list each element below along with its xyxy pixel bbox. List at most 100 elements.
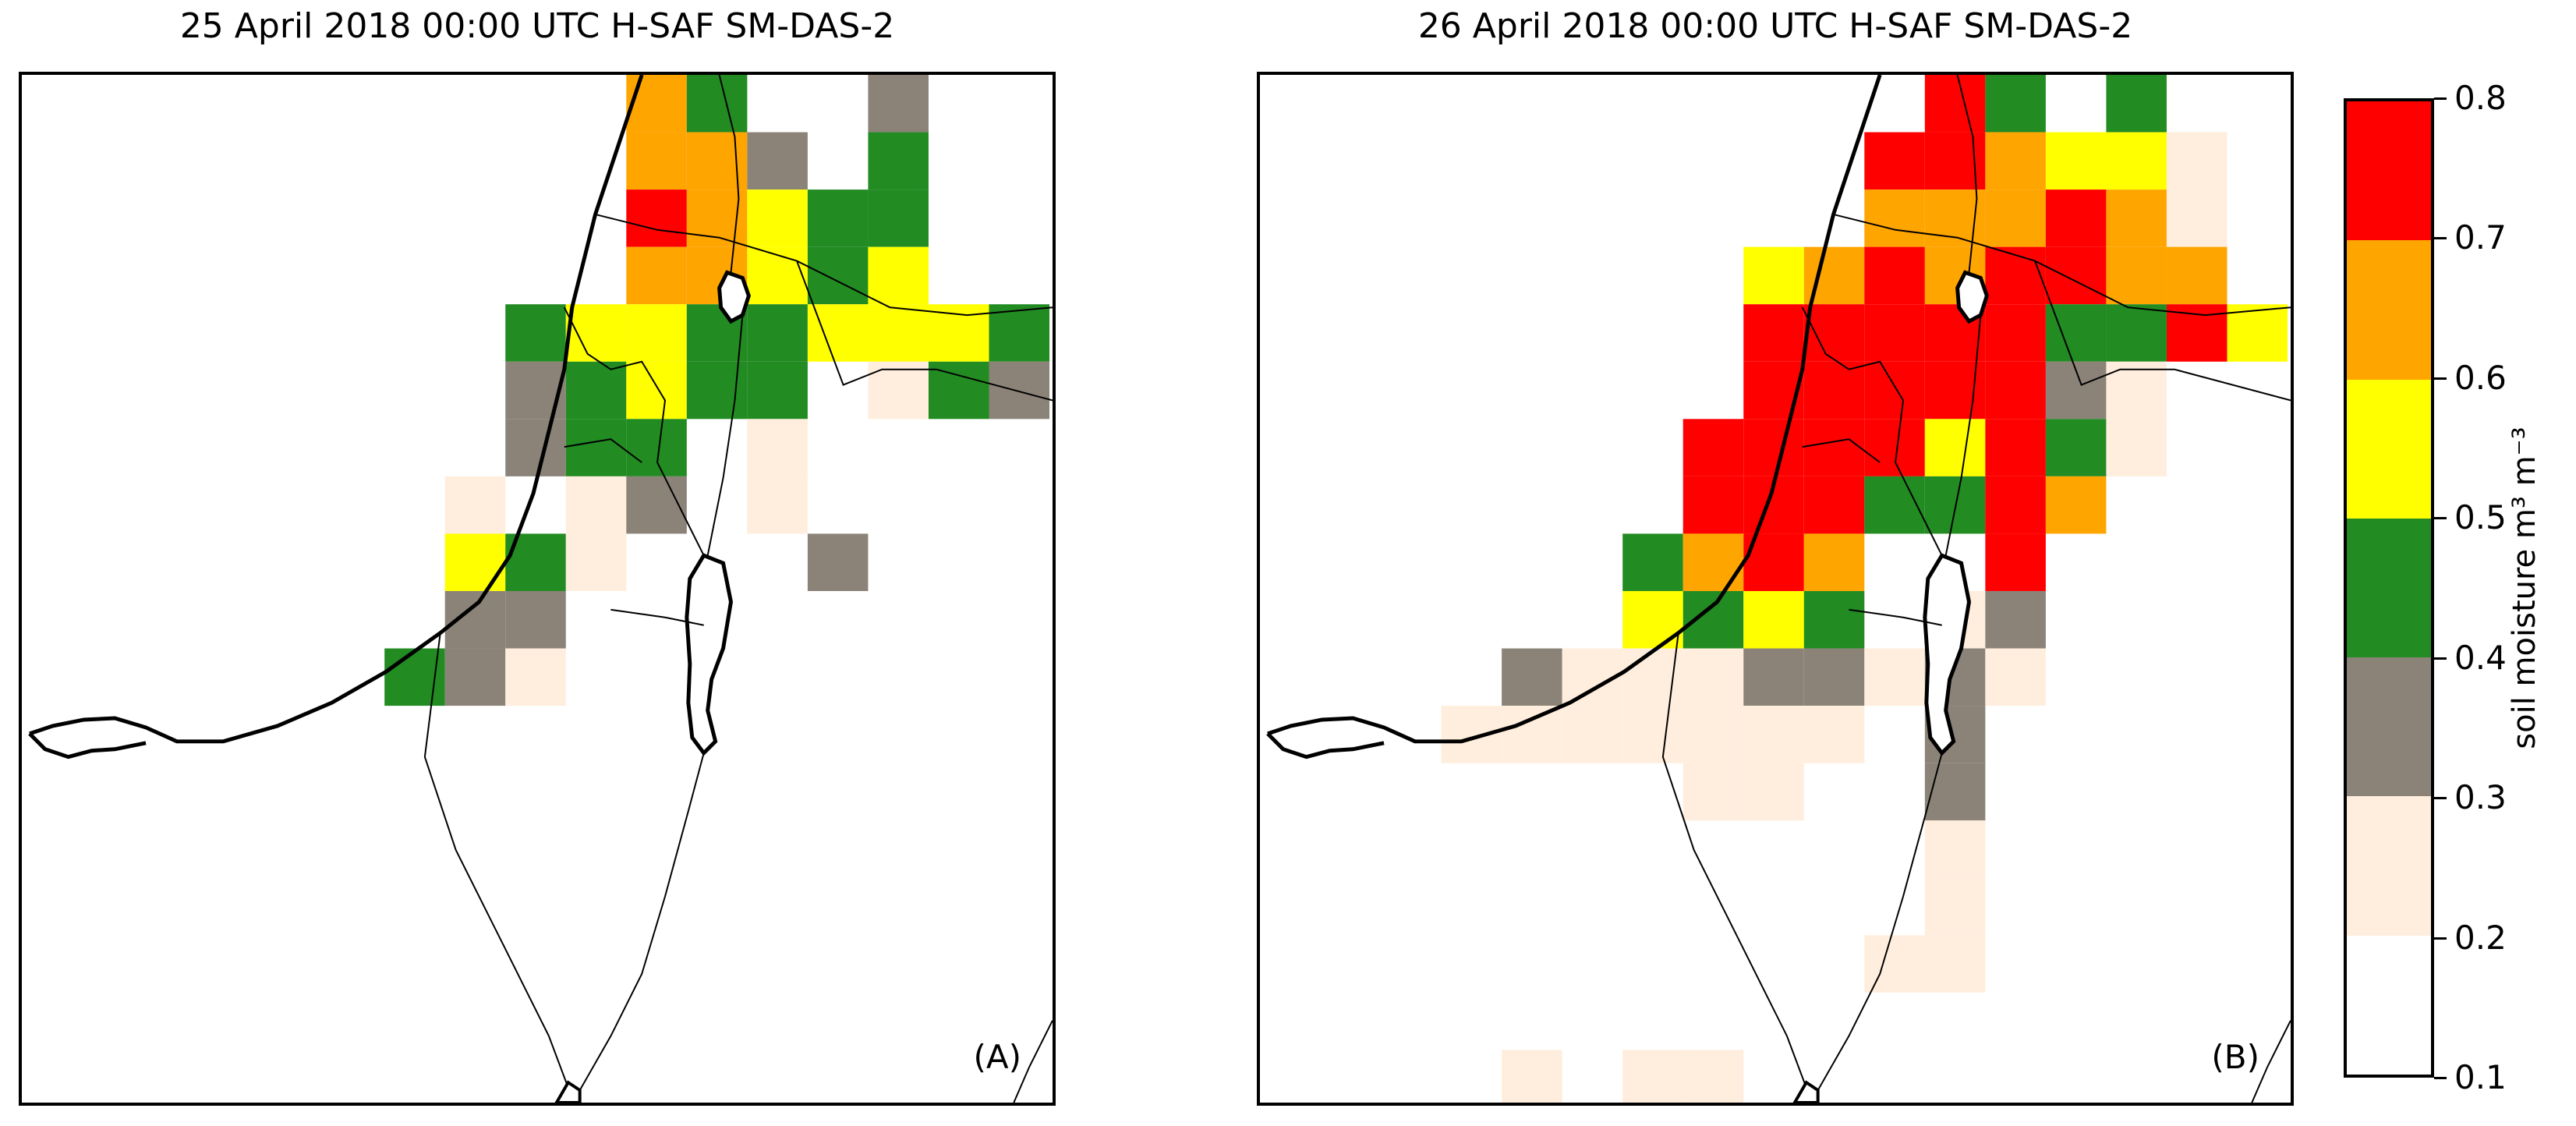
soil-moisture-cell bbox=[989, 304, 1050, 362]
soil-moisture-cell bbox=[1803, 304, 1865, 362]
soil-moisture-cell bbox=[1562, 706, 1623, 763]
border-line-north bbox=[1833, 213, 2291, 402]
soil-moisture-cell bbox=[1622, 533, 1683, 591]
soil-moisture-cell bbox=[2106, 361, 2167, 420]
soil-moisture-cell bbox=[1803, 419, 1865, 476]
soil-moisture-cell bbox=[1864, 361, 1925, 420]
panel-a-title: 25 April 2018 00:00 UTC H-SAF SM-DAS-2 bbox=[179, 6, 895, 46]
colorbar-tick-label: 0.1 bbox=[2454, 1058, 2507, 1096]
soil-moisture-cell bbox=[1864, 419, 1925, 476]
map-b-svg bbox=[1266, 75, 2291, 1103]
soil-moisture-cell bbox=[1985, 648, 2046, 706]
soil-moisture-cell bbox=[1864, 648, 1925, 706]
colorbar-tick bbox=[2434, 517, 2447, 520]
soil-moisture-cell bbox=[444, 533, 506, 591]
colorbar-tick-label: 0.4 bbox=[2454, 638, 2507, 677]
border-line-sinai bbox=[423, 632, 573, 1099]
colorbar-label: soil moisture m³ m⁻³ bbox=[2507, 427, 2542, 749]
soil-moisture-cell bbox=[1985, 304, 2046, 362]
soil-moisture-cell bbox=[747, 189, 808, 247]
soil-moisture-cell bbox=[2106, 75, 2167, 133]
border-line-west-bank bbox=[1801, 306, 1943, 626]
soil-moisture-cell bbox=[2106, 132, 2167, 190]
soil-moisture-cell bbox=[1683, 1050, 1744, 1103]
soil-moisture-cell bbox=[1683, 763, 1744, 821]
soil-moisture-cell bbox=[1743, 763, 1804, 821]
soil-moisture-cell bbox=[1985, 246, 2046, 305]
colorbar-tick bbox=[2434, 657, 2447, 660]
soil-moisture-cell bbox=[1985, 476, 2046, 534]
soil-moisture-cell bbox=[1683, 648, 1744, 706]
border-line-north bbox=[595, 213, 1053, 402]
soil-moisture-cell bbox=[2045, 246, 2107, 305]
soil-moisture-cell bbox=[1924, 877, 1986, 936]
border-line bbox=[1817, 75, 1982, 1091]
soil-moisture-cell bbox=[1743, 590, 1804, 649]
soil-moisture-cell bbox=[1864, 132, 1925, 190]
soil-moisture-cell bbox=[626, 419, 687, 476]
colorbar-tick-label: 0.8 bbox=[2454, 79, 2507, 117]
sinai-coast-detail bbox=[1266, 732, 1385, 760]
soil-moisture-cell bbox=[1803, 648, 1865, 706]
colorbar-tick bbox=[2434, 377, 2447, 380]
soil-moisture-cell bbox=[1502, 1050, 1562, 1103]
map-panel-b: (B) bbox=[1257, 72, 2294, 1106]
colorbar-tick bbox=[2434, 97, 2447, 100]
soil-moisture-cell bbox=[2045, 476, 2107, 534]
soil-moisture-cell bbox=[868, 132, 929, 190]
soil-moisture-cell bbox=[807, 246, 869, 305]
soil-moisture-cell bbox=[1864, 304, 1925, 362]
soil-moisture-cell bbox=[1683, 533, 1744, 591]
soil-moisture-cell bbox=[2227, 304, 2288, 362]
panel-b-title: 26 April 2018 00:00 UTC H-SAF SM-DAS-2 bbox=[1417, 6, 2133, 46]
soil-moisture-cell bbox=[1864, 189, 1925, 247]
soil-moisture-cell bbox=[505, 590, 566, 649]
coastline bbox=[1267, 75, 1882, 744]
map-panel-a: (A) bbox=[19, 72, 1056, 1106]
soil-moisture-cell bbox=[1924, 419, 1986, 476]
sea-of-galilee-outline bbox=[717, 270, 751, 324]
soil-moisture-cell bbox=[2045, 419, 2107, 476]
soil-moisture-cell bbox=[565, 419, 627, 476]
soil-moisture-cell bbox=[1683, 706, 1744, 763]
soil-moisture-cell bbox=[2166, 132, 2227, 190]
soil-moisture-cell bbox=[1743, 648, 1804, 706]
soil-moisture-cell bbox=[868, 75, 929, 133]
panel-a-label: (A) bbox=[973, 1038, 1021, 1076]
soil-moisture-cell bbox=[1502, 706, 1562, 763]
colorbar-tick-label: 0.7 bbox=[2454, 218, 2507, 257]
soil-moisture-cell bbox=[1743, 246, 1804, 305]
soil-moisture-cell bbox=[1985, 533, 2046, 591]
soil-moisture-cell bbox=[868, 361, 929, 420]
soil-moisture-cell bbox=[2106, 304, 2167, 362]
soil-moisture-cell bbox=[1743, 706, 1804, 763]
soil-moisture-cell bbox=[2045, 132, 2107, 190]
coastline bbox=[29, 75, 644, 744]
soil-moisture-cell bbox=[2166, 189, 2227, 247]
soil-moisture-cell bbox=[1985, 590, 2046, 649]
soil-moisture-cell bbox=[565, 304, 627, 362]
soil-moisture-cell bbox=[1803, 533, 1865, 591]
soil-moisture-cell bbox=[626, 132, 687, 190]
soil-moisture-cell bbox=[1924, 820, 1986, 878]
dead-sea-outline bbox=[1923, 553, 1972, 756]
panel-b-label: (B) bbox=[2211, 1038, 2259, 1076]
soil-moisture-cell bbox=[807, 189, 869, 247]
soil-moisture-cell bbox=[1743, 304, 1804, 362]
dead-sea-outline bbox=[685, 553, 734, 756]
soil-moisture-cell bbox=[626, 75, 687, 133]
sinai-tip-outline bbox=[554, 1080, 582, 1103]
soil-moisture-cell bbox=[1924, 75, 1986, 133]
sinai-coast-detail bbox=[28, 732, 147, 760]
soil-moisture-cell bbox=[1683, 476, 1744, 534]
soil-moisture-cell bbox=[868, 189, 929, 247]
soil-moisture-cell bbox=[807, 304, 869, 362]
soil-moisture-cell bbox=[1864, 476, 1925, 534]
soil-moisture-cell bbox=[626, 189, 687, 247]
soil-moisture-cell bbox=[928, 361, 989, 420]
soil-moisture-grid-b bbox=[1441, 75, 2288, 1103]
colorbar-segment bbox=[2347, 101, 2431, 241]
soil-moisture-cell bbox=[1743, 419, 1804, 476]
soil-moisture-cell bbox=[1985, 75, 2046, 133]
soil-moisture-cell bbox=[1803, 361, 1865, 420]
